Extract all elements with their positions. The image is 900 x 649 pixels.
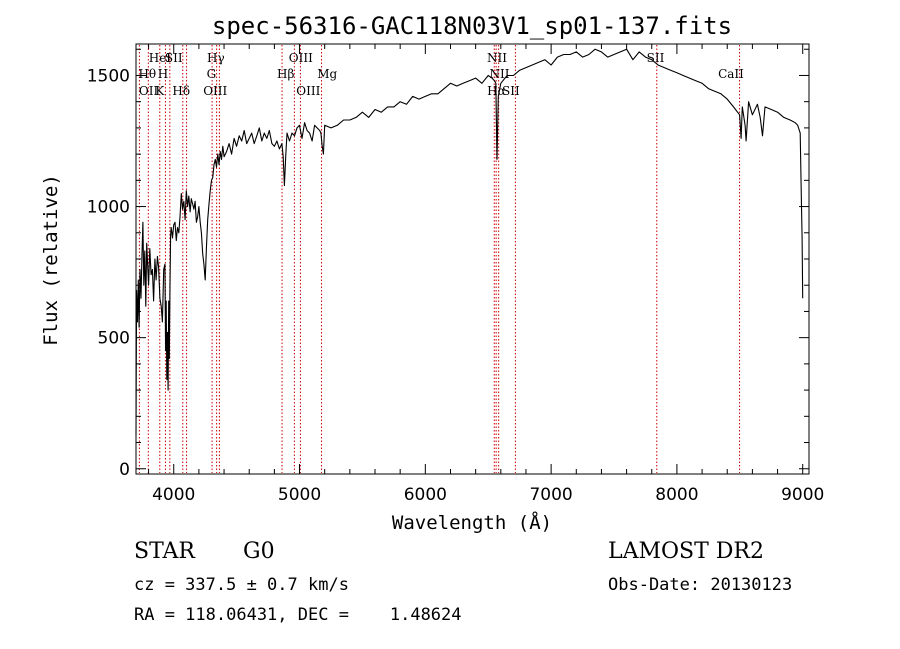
survey-name: LAMOST DR2 [608,539,764,564]
y-tick-label: 500 [98,329,130,349]
spectral-line-label: OIII [289,51,313,65]
y-tick-label: 1000 [87,198,130,218]
spectral-line-label: NII [487,51,507,65]
object-class: STAR [134,539,195,564]
y-axis-label: Flux (relative) [40,174,62,346]
spectral-line-label: G [207,67,217,81]
x-tick-label: 4000 [152,485,195,505]
spectral-line-label: CaII [718,67,744,81]
spectrum-series-line [135,48,804,435]
spectral-line-label: SII [165,51,183,65]
y-tick-label: 0 [119,460,130,480]
spectral-line-label: NII [490,67,510,81]
spectral-line-label: Mg [317,67,337,81]
spectral-line-label: Hδ [172,84,190,98]
axes-layer: 4000 5000 6000 7000 8000 9000 0 500 1000 1500 [87,44,824,505]
y-tick-label: 1500 [87,66,130,86]
x-tick-label: 5000 [278,485,321,505]
spectral-line-label: Hβ [277,67,294,81]
spectral-line-label: HeI [149,51,172,65]
spectrum-layer [135,48,804,435]
object-subclass: G0 [243,539,275,564]
spectral-line-label: SII [502,84,520,98]
x-tick-label: 7000 [529,485,572,505]
spectral-line-label: Hθ [138,67,156,81]
x-axis-label: Wavelength (Å) [392,511,552,534]
chart-title: spec-56316-GAC118N03V1_sp01-137.fits [212,12,732,40]
plot-frame [135,43,810,475]
x-tick-label: 9000 [781,485,824,505]
spectral-line-label: SII [647,51,665,65]
spectral-lines-layer [138,45,741,473]
redshift-velocity: cz = 337.5 ± 0.7 km/s [134,575,349,595]
spectral-line-label: OIII [203,84,227,98]
spectral-line-label: Hα [487,84,506,98]
spectral-line-label: K [155,84,165,98]
line-labels-layer: OIIHθHeIHKSIIHδHγGOIIIOIIIHβOIIIMgNIINII… [138,51,744,98]
observation-date: Obs-Date: 20130123 [608,575,793,595]
spectral-line-label: Hγ [207,51,225,65]
x-tick-label: 6000 [404,485,447,505]
spectral-line-label: OIII [296,84,320,98]
coordinates: RA = 118.06431, DEC = 1.48624 [134,605,462,625]
x-tick-label: 8000 [655,485,698,505]
spectral-line-label: H [158,67,168,81]
spectral-line-label: OII [139,84,159,98]
